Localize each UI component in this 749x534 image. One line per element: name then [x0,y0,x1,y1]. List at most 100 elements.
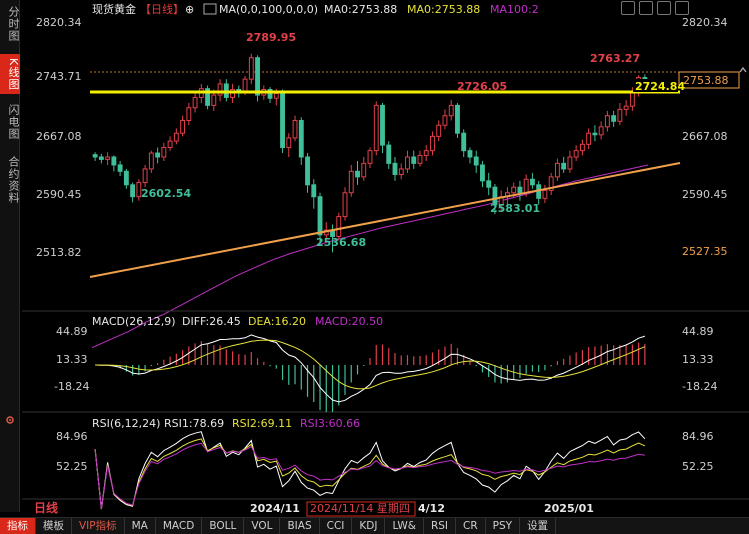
macd-tick-1: 44.89 [56,325,88,338]
indicator-tab-4[interactable]: MACD [156,517,203,534]
time-label-2: 4/12 [418,502,445,515]
candle-up [511,186,517,194]
candle-up [629,91,635,107]
macd-diff-line [95,334,646,403]
add-icon[interactable]: ⊕ [185,3,194,16]
cursor-date: 2024/11/14 星期四 [310,502,410,515]
ma100-value: MA100:2 [490,3,539,16]
candle-up [542,189,548,199]
minimize-icon[interactable] [639,1,653,15]
tab-kline[interactable]: K线图 [0,54,20,95]
candle-up [423,150,429,156]
macd-tick-2: 13.33 [56,353,88,366]
indicator-tab-9[interactable]: KDJ [352,517,386,534]
candle-down [467,150,473,158]
candle-up [211,94,217,106]
candle-up [148,152,154,170]
candle-down [355,170,360,178]
candle-down [117,164,123,172]
candlestick-pane [91,53,649,349]
candle-down [561,162,567,170]
indicator-tab-2[interactable]: VIP指标 [72,517,125,534]
indicator-tab-0[interactable]: 指标 [0,517,36,534]
candle-up [180,119,186,134]
collapse-arrow-icon[interactable] [738,64,748,76]
y-tick-right-4: 2590.45 [682,188,728,201]
candle-down [155,152,161,158]
candle-down [298,119,304,158]
candle-up [217,83,223,96]
candle-down [611,115,617,122]
y-tick-4: 2590.45 [36,188,82,201]
candle-up [248,57,254,80]
annotation-low3: 2583.01 [490,202,540,215]
indicator-tab-7[interactable]: BIAS [280,517,320,534]
rsi1-value: RSI1:78.69 [164,417,224,430]
indicator-tab-6[interactable]: VOL [244,517,281,534]
candle-up [554,162,560,178]
candle-up [105,156,111,160]
indicator-tab-8[interactable]: CCI [320,517,353,534]
indicator-tab-14[interactable]: 设置 [520,517,557,534]
y-tick-right-3: 2667.08 [682,130,728,143]
candle-up [273,92,279,99]
indicator-tab-10[interactable]: LW& [385,517,424,534]
left-sidebar: 分时图 K线图 闪电图 合约资料 [0,0,20,512]
y-tick-2: 2743.71 [36,70,82,83]
indicator-tab-3[interactable]: MA [125,517,156,534]
crosshair-icon[interactable] [621,1,635,15]
y-tick-3: 2667.08 [36,130,82,143]
tab-flash[interactable]: 闪电图 [7,104,20,140]
candle-down [461,132,467,152]
candle-down [473,156,479,166]
indicator-tab-13[interactable]: PSY [486,517,521,534]
indicator-tab-1[interactable]: 模板 [36,517,72,534]
candle-up [448,104,454,117]
indicator-tab-5[interactable]: BOLL [202,517,245,534]
candle-down [317,196,323,236]
candle-down [392,162,398,175]
rsi-tick-2: 52.25 [56,460,88,473]
indicator-tab-11[interactable]: RSI [424,517,456,534]
macd-value: MACD:20.50 [315,315,383,328]
time-label-1: 2024/11 [250,502,300,515]
support-trendline[interactable] [89,162,681,278]
annotation-low2: 2536.68 [316,236,366,249]
candle-up [142,168,148,183]
candle-down [517,186,523,194]
kline-chart[interactable]: 现货黄金 【日线】 ⊕ MA(0,0,100,0,0,0) MA0:2753.8… [0,0,749,517]
candle-up [367,150,373,164]
candle-down [529,178,535,186]
ma0-value: MA0:2753.88 [324,3,397,16]
rsi1-line [94,431,646,510]
rsi-tick-1: 84.96 [56,430,88,443]
fullscreen-icon[interactable] [675,1,689,15]
candle-up [361,162,367,178]
tab-contract-info[interactable]: 合约资料 [7,156,20,204]
candle-down [480,164,485,182]
candle-up [523,178,529,194]
candle-up [373,104,379,152]
y-tick-5: 2513.82 [36,246,82,259]
gear-icon[interactable] [4,414,16,426]
candle-up [286,137,292,148]
indicator-tab-12[interactable]: CR [456,517,486,534]
candle-up [417,154,423,164]
compress-icon[interactable] [657,1,671,15]
candle-up [192,96,198,109]
macd-dea-line [95,339,646,390]
macd-title: MACD(26,12,9) [92,315,176,328]
tab-timeshare[interactable]: 分时图 [7,6,20,42]
chart-icon[interactable] [203,3,217,15]
candle-up [292,119,298,139]
annotation-resistance: 2726.05 [457,80,507,93]
macd-tick-right-3: -18.24 [682,380,717,393]
candle-up [348,170,354,194]
candle-down [255,57,260,96]
candle-up [623,105,629,110]
candle-up [579,143,585,152]
period-label: 【日线】 [140,2,184,16]
rsi-title: RSI(6,12,24) [92,417,160,430]
y-tick-1: 2820.34 [36,16,82,29]
candle-up [186,107,192,121]
